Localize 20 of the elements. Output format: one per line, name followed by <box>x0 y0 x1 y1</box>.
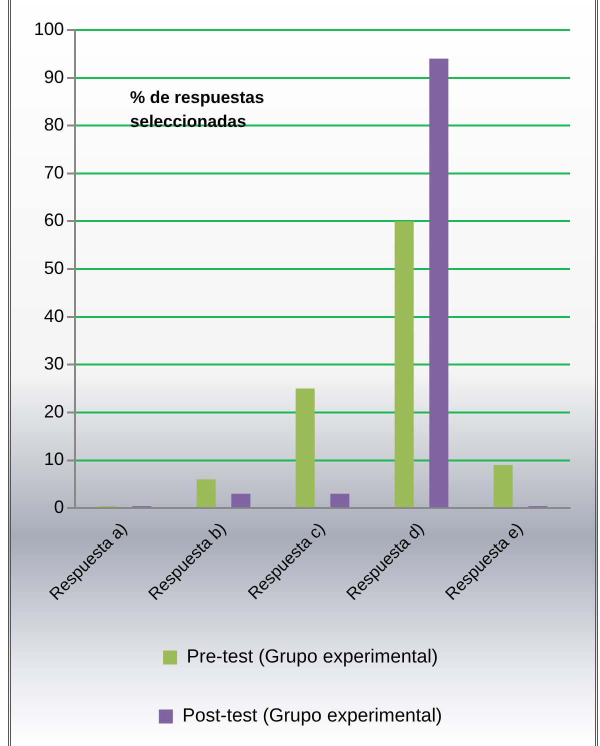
bar <box>231 494 250 508</box>
y-tick-label: 70 <box>44 162 64 182</box>
y-tick-label: 80 <box>44 114 64 135</box>
legend-label: Post-test (Grupo experimental) <box>182 706 442 727</box>
y-tick-label: 20 <box>44 401 64 422</box>
y-tick-label: 90 <box>44 66 64 87</box>
y-tick-label: 50 <box>44 258 64 278</box>
y-tick-label: 30 <box>44 354 64 374</box>
y-tick-label: 60 <box>44 210 64 230</box>
bar <box>296 388 315 508</box>
legend-label: Pre-test (Grupo experimental) <box>186 646 438 668</box>
y-tick-label: 40 <box>44 306 64 326</box>
bar <box>196 479 216 508</box>
bar <box>494 465 513 508</box>
y-tick-label: 10 <box>44 449 64 470</box>
bar <box>394 221 414 508</box>
y-tick-label: 0 <box>54 497 64 518</box>
bar <box>330 494 350 508</box>
y-tick-label: 100 <box>34 18 64 39</box>
bar <box>429 58 448 508</box>
